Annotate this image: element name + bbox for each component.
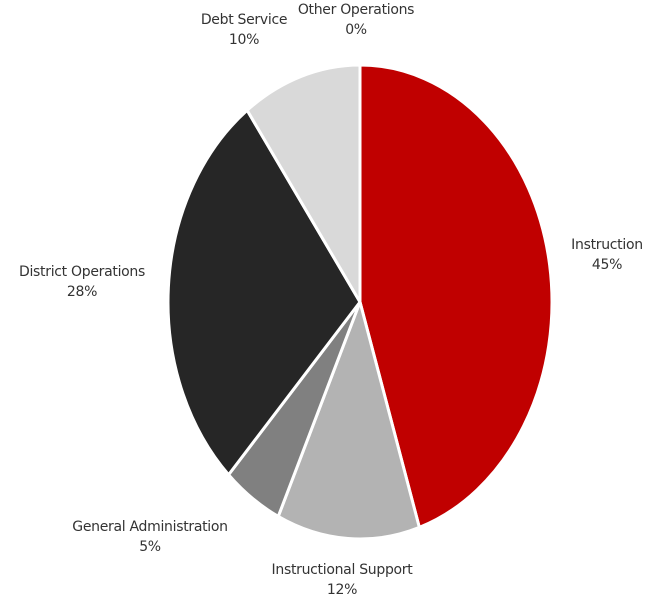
slice-label: Other Operations — [298, 2, 414, 18]
pie-slice — [166, 108, 362, 477]
slice-value-label: 5% — [139, 539, 161, 555]
slice-value-label: 0% — [345, 22, 367, 38]
slice-label: Debt Service — [201, 12, 287, 28]
slice-label: Instruction — [571, 237, 643, 253]
pie-slice — [245, 63, 362, 304]
slice-label: District Operations — [19, 264, 145, 280]
slice-label: General Administration — [72, 519, 227, 535]
slice-value-label: 45% — [592, 257, 622, 273]
slice-value-label: 10% — [229, 32, 259, 48]
slice-value-label: 12% — [327, 582, 357, 598]
pie-slice — [276, 300, 421, 541]
slice-value-label: 28% — [67, 284, 97, 300]
slice-label: Instructional Support — [272, 562, 414, 578]
pie-slice — [358, 63, 554, 529]
